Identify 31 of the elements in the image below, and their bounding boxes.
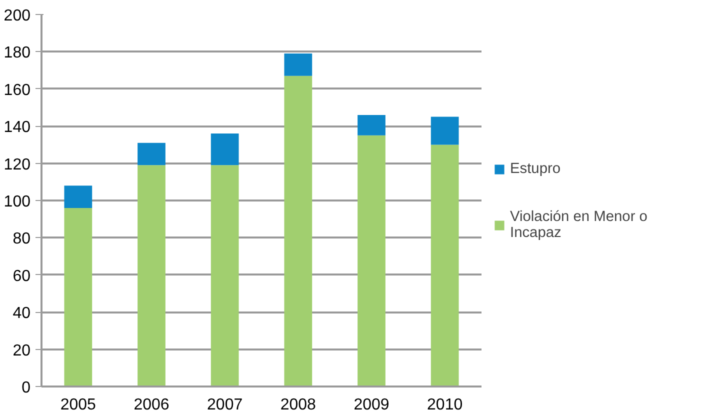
- y-tick-label: 40: [12, 305, 31, 322]
- bar: [430, 144, 459, 386]
- bar: [64, 186, 92, 208]
- x-tick-label: 2005: [60, 396, 96, 414]
- y-tick-label: 20: [12, 342, 31, 360]
- y-tick-label: 160: [4, 82, 31, 99]
- y-tick-label: 200: [4, 8, 31, 24]
- y-tick-label: 0: [22, 380, 31, 396]
- bar: [430, 116, 459, 145]
- bar: [138, 142, 166, 166]
- bar: [284, 76, 312, 386]
- y-tick-label: 60: [12, 268, 31, 285]
- bar: [210, 134, 239, 166]
- y-tick-label: 120: [4, 156, 31, 174]
- bar: [210, 165, 239, 386]
- legend-label: Estupro: [510, 160, 561, 179]
- y-tick-label: 180: [4, 44, 31, 62]
- bar: [358, 114, 386, 136]
- bar: [64, 208, 92, 386]
- bar: [284, 54, 312, 76]
- y-tick-label: 140: [4, 119, 31, 136]
- x-tick-label: 2008: [280, 396, 316, 414]
- y-tick-label: 100: [4, 194, 31, 210]
- x-tick-label: 2009: [354, 396, 390, 414]
- bar: [358, 135, 386, 386]
- y-tick-label: 80: [12, 230, 31, 248]
- x-tick-label: 2010: [427, 396, 463, 414]
- x-tick-label: 2007: [207, 396, 243, 414]
- legend-label: Violación en Menor o Incapaz: [510, 209, 648, 241]
- bar: [138, 165, 166, 386]
- x-tick-label: 2006: [134, 396, 170, 414]
